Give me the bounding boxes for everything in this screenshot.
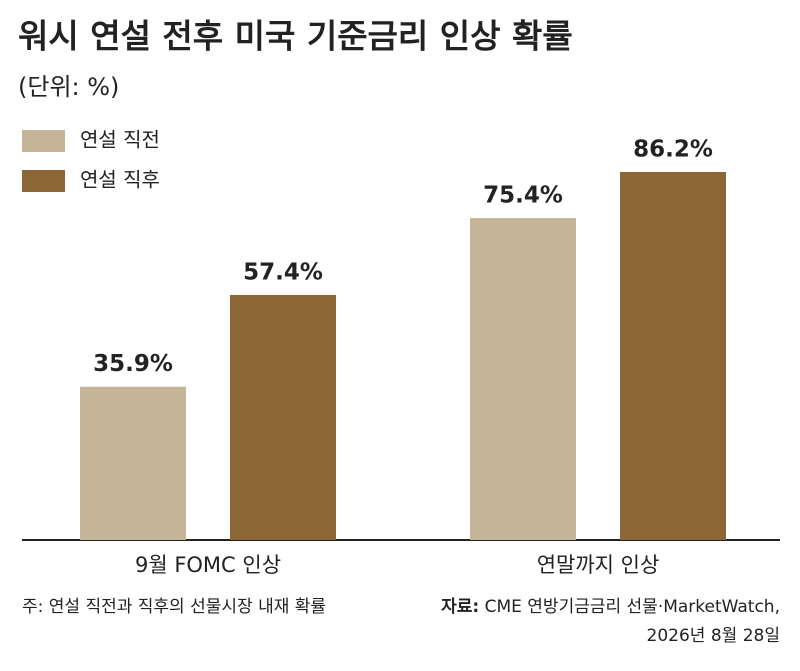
value-label: 86.2% (633, 137, 713, 163)
x-tick-label: 연말까지 인상 (537, 553, 660, 577)
value-label: 75.4% (483, 183, 563, 209)
legend-swatch (22, 170, 65, 192)
bar (80, 386, 186, 540)
note: 주: 연설 직전과 직후의 선물시장 내재 확률 (22, 597, 326, 617)
legend-label: 연설 직전 (80, 128, 160, 152)
source: CME 연방기금금리 선물·MarketWatch, (485, 597, 780, 617)
source-text: 자료: CME 연방기금금리 선물·MarketWatch, (441, 597, 780, 617)
bar (620, 172, 726, 540)
x-tick-label: 9월 FOMC 인상 (135, 553, 281, 577)
value-label: 35.9% (93, 351, 173, 377)
bar (230, 294, 336, 540)
legend-swatch (22, 130, 65, 152)
bar (470, 218, 576, 540)
source-label: 자료: (441, 597, 479, 617)
value-label: 57.4% (243, 259, 323, 285)
source-date: 2026년 8월 28일 (647, 626, 780, 646)
legend-label: 연설 직후 (80, 168, 160, 192)
chart-title: 워시 연설 전후 미국 기준금리 인상 확률 (18, 17, 573, 56)
chart-subtitle: (단위: %) (18, 73, 119, 101)
